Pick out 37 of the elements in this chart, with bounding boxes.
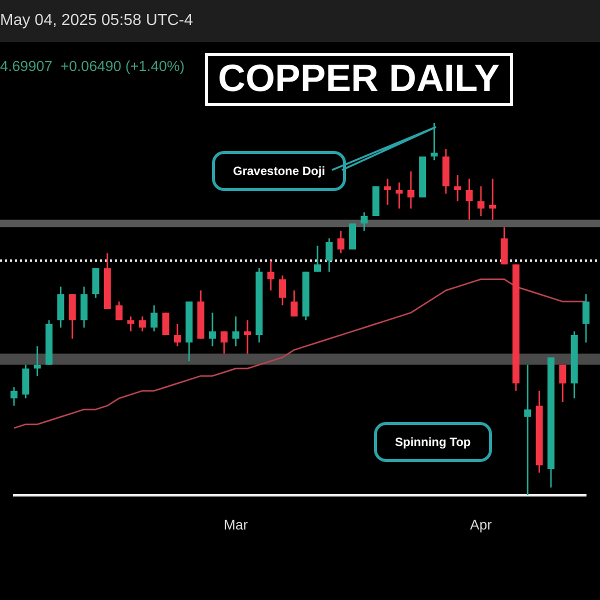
candlestick [10,386,18,406]
candlestick [174,323,181,347]
candlestick [360,212,368,232]
candlestick [244,319,251,354]
chart-title: COPPER DAILY [205,53,513,106]
x-tick-label: Apr [470,516,492,532]
candlestick [232,316,240,347]
candlestick [466,178,473,220]
candlestick [396,182,403,210]
candlestick [116,300,123,321]
candlestick [524,364,532,496]
candlestick [267,260,274,292]
candlestick [559,364,566,403]
candlestick [162,312,170,336]
annotation: Spinning Top [374,422,492,462]
candlestick [326,238,333,273]
candlestick [314,245,322,273]
candlestick [127,316,134,332]
candlestick [582,293,590,344]
candlestick [220,330,228,354]
text: 4.69907 +0.06490 (+1.40%) [0,59,185,75]
candlestick [489,178,496,220]
annotation: Gravestone Doji [212,151,346,191]
candlestick [150,304,158,332]
candlestick [477,185,484,217]
candlestick [454,174,462,202]
candlestick [208,312,216,347]
candlestick [430,122,438,161]
candlestick [278,274,286,306]
candlestick [384,178,392,206]
candlestick [34,345,41,377]
candlestick [290,290,298,318]
x-tick-label: Mar [224,516,248,532]
candlestick [138,316,146,332]
text: May 04, 2025 05:58 UTC-4 [0,12,193,30]
candlestick [337,230,344,254]
candlestick [407,170,414,210]
